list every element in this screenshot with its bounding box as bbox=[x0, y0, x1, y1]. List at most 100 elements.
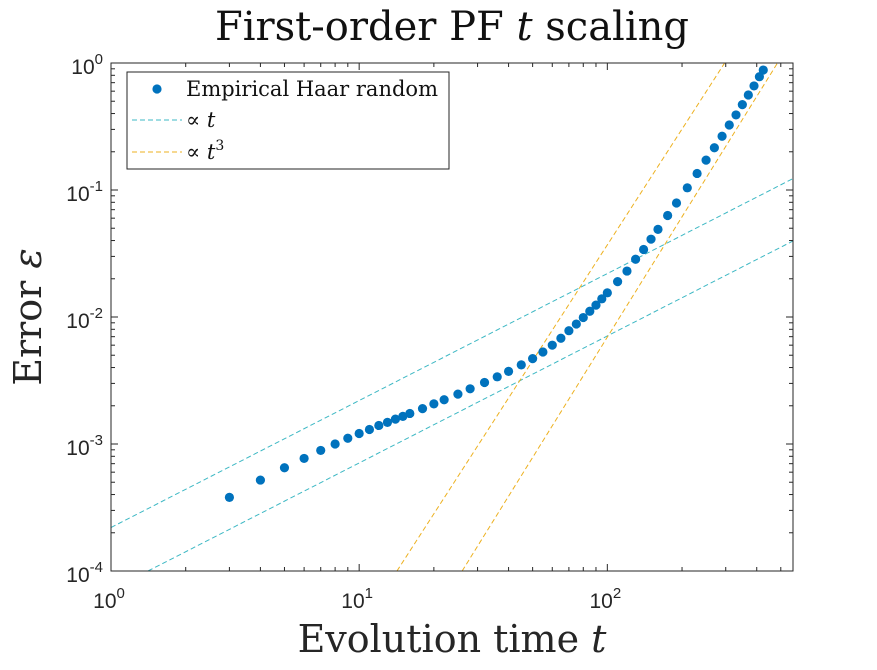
data-point bbox=[731, 110, 741, 120]
data-point bbox=[374, 420, 384, 431]
data-point bbox=[354, 428, 364, 439]
fit-lines-layer bbox=[111, 63, 793, 571]
data-point bbox=[754, 72, 764, 82]
data-point bbox=[564, 326, 574, 336]
data-point bbox=[255, 475, 266, 485]
data-point bbox=[453, 389, 463, 399]
y-axis-label: Error ε bbox=[6, 248, 50, 386]
data-point bbox=[299, 453, 309, 464]
x-tick-label-exp: 0 bbox=[117, 585, 125, 602]
y-tick-label: 10-3 bbox=[66, 432, 103, 460]
x-tick-label-exp: 2 bbox=[613, 585, 621, 602]
data-point bbox=[749, 81, 759, 91]
data-point bbox=[692, 168, 702, 179]
x-tick-label: 102 bbox=[589, 585, 621, 613]
y-tick-label-exp: -3 bbox=[90, 432, 103, 449]
legend-label-linear-prop: ∝ bbox=[186, 108, 207, 132]
data-point bbox=[701, 155, 711, 165]
data-point bbox=[224, 492, 235, 502]
data-point bbox=[503, 366, 514, 376]
data-point bbox=[279, 463, 290, 473]
legend-label-cubic-prop: ∝ bbox=[186, 140, 207, 164]
data-point bbox=[717, 131, 727, 141]
legend-label-cubic-exp: 3 bbox=[215, 138, 224, 154]
data-point bbox=[429, 399, 439, 409]
data-point bbox=[653, 224, 663, 234]
data-point bbox=[602, 288, 612, 298]
data-point bbox=[528, 354, 538, 364]
data-point bbox=[612, 276, 623, 287]
data-point bbox=[364, 424, 375, 435]
data-point bbox=[405, 408, 415, 419]
fit-line-2 bbox=[147, 240, 793, 571]
y-tick-label-base: 10 bbox=[71, 56, 94, 79]
data-point bbox=[390, 414, 401, 424]
y-tick-label-base: 10 bbox=[66, 310, 89, 333]
data-point bbox=[638, 244, 649, 255]
data-point bbox=[382, 417, 393, 427]
y-tick-label-exp: 0 bbox=[95, 51, 103, 68]
data-point bbox=[758, 65, 768, 75]
y-axis-label-var: ε bbox=[6, 248, 50, 268]
x-tick-label-base: 10 bbox=[341, 590, 364, 613]
x-tick-label-base: 10 bbox=[93, 590, 116, 613]
data-point bbox=[417, 403, 428, 414]
y-tick-label-base: 10 bbox=[66, 564, 89, 587]
data-point bbox=[682, 183, 692, 193]
data-point bbox=[479, 377, 490, 388]
data-point bbox=[724, 120, 734, 130]
legend-label-cubic-var: t bbox=[207, 140, 216, 164]
data-point bbox=[465, 384, 475, 394]
y-tick-label-base: 10 bbox=[66, 183, 89, 206]
fit-line-3 bbox=[396, 63, 726, 571]
data-point bbox=[330, 439, 340, 449]
x-tick-label-exp: 1 bbox=[365, 585, 373, 602]
chart-title-var: t bbox=[516, 4, 533, 50]
legend-marker-empirical bbox=[152, 84, 162, 94]
data-point bbox=[671, 198, 682, 208]
legend-label-linear: ∝ t bbox=[186, 108, 216, 132]
x-axis-label-text: Evolution time bbox=[298, 617, 592, 661]
y-tick-label-exp: -1 bbox=[90, 178, 103, 195]
x-tick-label: 100 bbox=[93, 585, 125, 613]
legend: Empirical Haar random ∝ t ∝ t3 bbox=[126, 71, 450, 170]
y-tick-label: 10-2 bbox=[66, 305, 103, 333]
data-point bbox=[547, 340, 557, 350]
data-point bbox=[585, 306, 595, 316]
x-axis-label: Evolution time t bbox=[298, 617, 608, 661]
data-points-layer bbox=[224, 65, 768, 502]
legend-label-linear-var: t bbox=[207, 108, 216, 132]
x-axis-label-var: t bbox=[591, 617, 607, 661]
chart-title-suffix: scaling bbox=[533, 4, 689, 50]
data-point bbox=[743, 90, 753, 100]
y-axis-label-text: Error bbox=[6, 269, 50, 386]
data-point bbox=[316, 445, 326, 456]
legend-label-cubic: ∝ t3 bbox=[186, 138, 224, 164]
data-point bbox=[631, 254, 641, 264]
data-point bbox=[622, 266, 632, 276]
data-point bbox=[398, 411, 408, 421]
x-tick-label-base: 10 bbox=[589, 590, 612, 613]
data-point bbox=[439, 395, 449, 405]
y-tick-label-base: 10 bbox=[66, 437, 89, 460]
data-point bbox=[492, 372, 502, 382]
data-point bbox=[737, 100, 747, 110]
chart-title: First-order PF t scaling bbox=[215, 4, 689, 50]
data-point bbox=[663, 210, 673, 221]
fit-line-4 bbox=[461, 63, 778, 571]
x-tick-label: 101 bbox=[341, 585, 373, 613]
data-point bbox=[646, 234, 656, 244]
y-tick-label-exp: -4 bbox=[90, 559, 103, 576]
data-point bbox=[591, 300, 601, 310]
chart-title-text: First-order PF bbox=[215, 4, 516, 50]
legend-label-empirical: Empirical Haar random bbox=[186, 77, 438, 101]
y-tick-label: 10-1 bbox=[66, 178, 103, 206]
y-tick-label: 100 bbox=[71, 51, 103, 79]
data-point bbox=[343, 433, 353, 443]
data-point bbox=[516, 360, 526, 370]
y-tick-label: 10-4 bbox=[66, 559, 103, 587]
data-point bbox=[578, 312, 588, 323]
data-point bbox=[571, 319, 581, 329]
